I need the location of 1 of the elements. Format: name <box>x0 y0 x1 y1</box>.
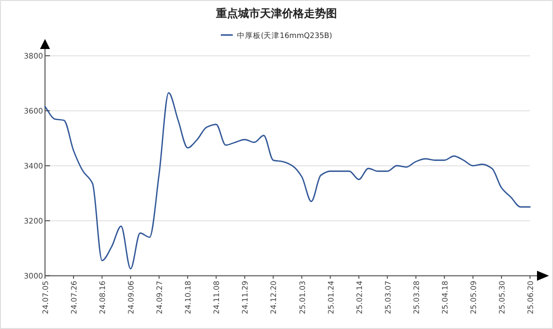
chart-title: 重点城市天津价格走势图 <box>215 7 337 20</box>
